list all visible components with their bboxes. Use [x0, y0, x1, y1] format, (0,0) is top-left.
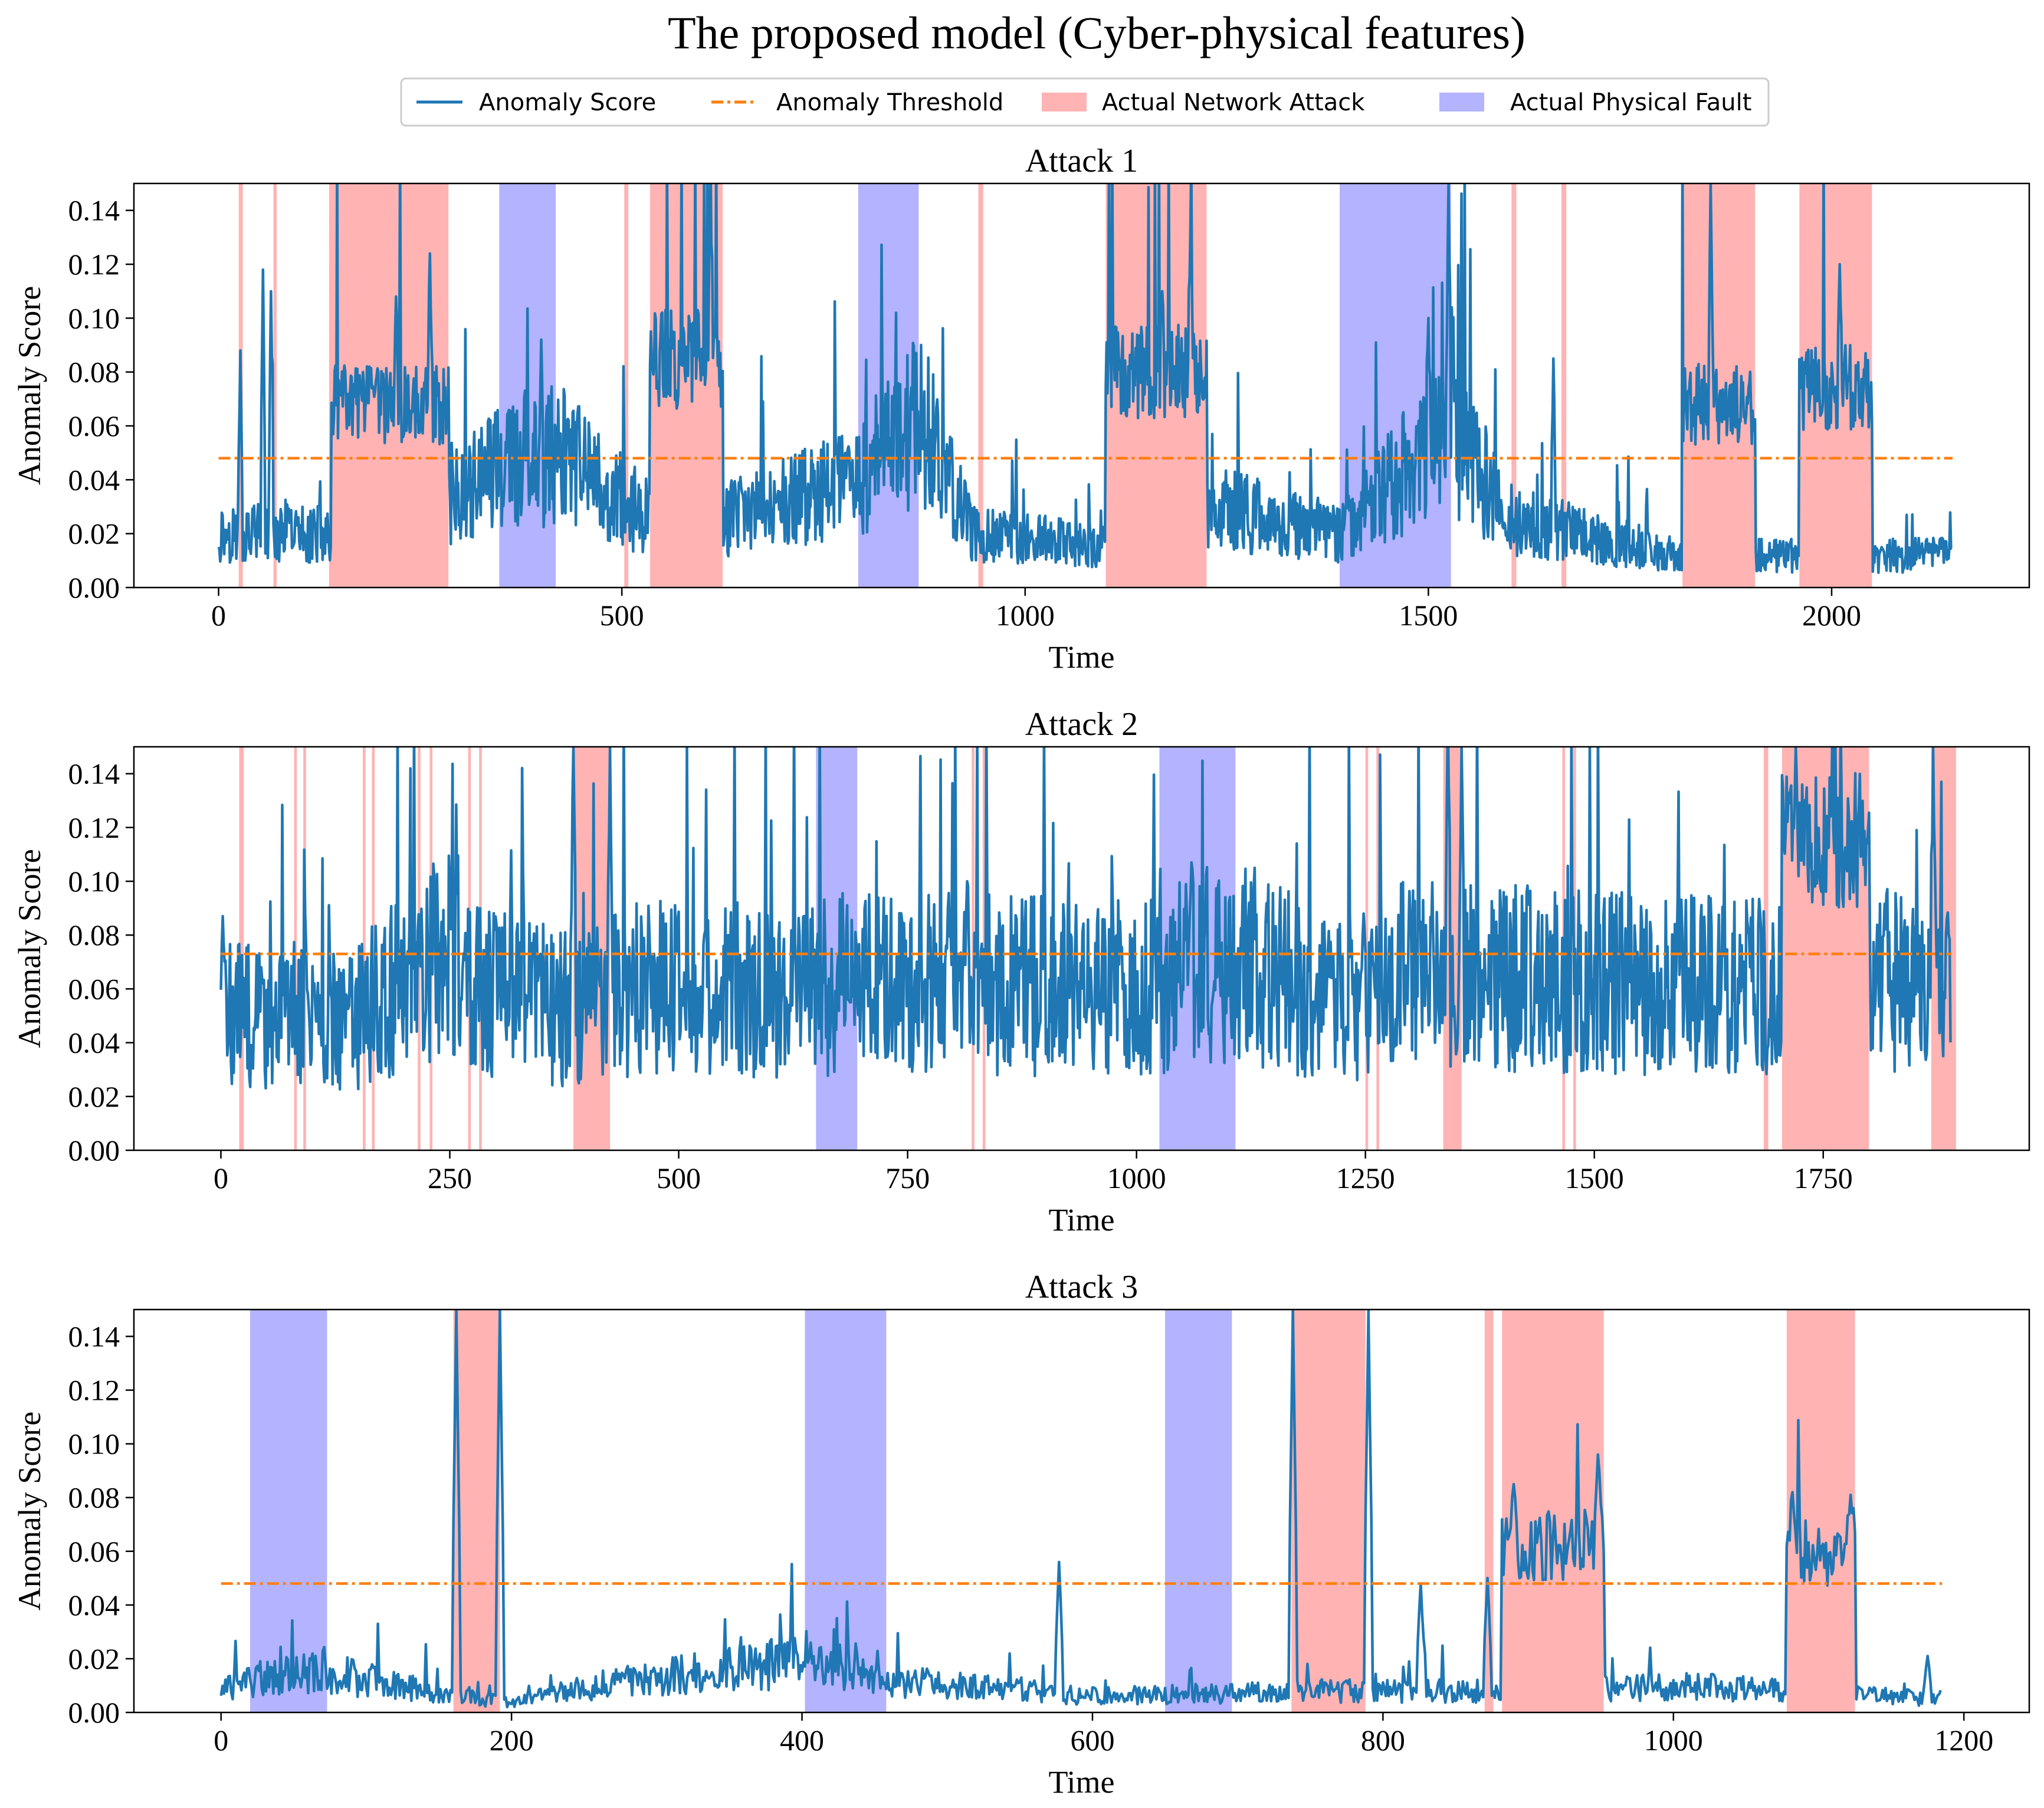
y-tick-label: 0.10 — [68, 865, 120, 898]
network-attack-span — [1561, 183, 1567, 588]
y-tick-label: 0.14 — [68, 1320, 120, 1353]
network-attack-span — [1502, 1310, 1604, 1712]
network-attack-span — [294, 747, 297, 1150]
x-tick-label: 800 — [1361, 1724, 1405, 1757]
x-tick-label: 2000 — [1802, 599, 1861, 632]
x-tick-label: 250 — [428, 1161, 472, 1195]
network-attack-span — [624, 183, 629, 588]
network-attack-span — [1365, 747, 1369, 1150]
legend-entry-anomaly-score: Anomaly Score — [416, 89, 656, 116]
network-attack-span — [1511, 183, 1517, 588]
plot-area — [219, 1310, 1943, 1712]
y-axis-label: Anomaly Score — [12, 849, 47, 1048]
y-tick-label: 0.00 — [68, 571, 120, 604]
network-attack-span — [1484, 1310, 1494, 1712]
y-tick-label: 0.02 — [68, 517, 120, 550]
legend-entry-anomaly-threshold: Anomaly Threshold — [711, 89, 1003, 116]
x-axis-label: Time — [1048, 1202, 1114, 1238]
y-tick-label: 0.00 — [68, 1134, 120, 1167]
legend-label-physical-fault: Actual Physical Fault — [1510, 89, 1751, 116]
attack-2-panel: 0 250 500 750 1000 1250 1500 1750 0.00 0.02 0.04 0.… — [12, 706, 2030, 1238]
x-tick-label: 750 — [885, 1161, 930, 1195]
x-tick-label: 400 — [780, 1724, 824, 1757]
x-axis-label: Time — [1048, 639, 1114, 675]
anomaly-score-line — [219, 1310, 1942, 1709]
attack-1-panel: 0 500 1000 1500 2000 0.00 0.02 0.04 0.06 0.08 0.10… — [12, 143, 2030, 675]
y-tick-label: 0.14 — [68, 757, 120, 790]
x-tick-label: 1250 — [1336, 1161, 1395, 1195]
network-attack-span — [239, 747, 244, 1150]
x-tick-label: 0 — [211, 599, 226, 632]
x-tick-label: 1750 — [1794, 1161, 1853, 1195]
plot-area — [217, 183, 1953, 588]
plot-area — [219, 747, 1956, 1150]
y-tick-label: 0.10 — [68, 1428, 120, 1461]
network-attack-span — [1291, 1310, 1366, 1712]
x-tick-label: 0 — [214, 1724, 228, 1757]
x-tick-label: 1000 — [1644, 1724, 1703, 1757]
y-tick-label: 0.06 — [68, 1535, 120, 1568]
network-attack-span — [363, 747, 366, 1150]
y-tick-label: 0.10 — [68, 301, 120, 334]
y-tick-label: 0.08 — [68, 1481, 120, 1514]
network-attack-span — [273, 183, 277, 588]
x-tick-label: 1000 — [1107, 1161, 1166, 1195]
x-tick-label: 1000 — [996, 599, 1055, 632]
y-tick-label: 0.02 — [68, 1080, 120, 1113]
x-tick-label: 1500 — [1565, 1161, 1624, 1195]
x-tick-label: 500 — [600, 599, 644, 632]
x-tick-label: 200 — [490, 1724, 534, 1757]
physical-fault-span — [1165, 1310, 1232, 1712]
axes-frame — [133, 182, 2030, 589]
x-tick-label: 600 — [1070, 1724, 1114, 1757]
network-attack-span — [1763, 747, 1769, 1150]
figure-title: The proposed model (Cyber-physical featu… — [668, 7, 1525, 58]
axes-frame — [133, 1308, 2030, 1714]
y-tick-label: 0.00 — [68, 1696, 120, 1729]
legend-entry-network-attack: Actual Network Attack — [1042, 89, 1365, 116]
y-tick-label: 0.12 — [68, 811, 120, 844]
y-tick-label: 0.14 — [68, 194, 120, 227]
axes-frame — [133, 746, 2030, 1151]
subplot-title: Attack 3 — [1025, 1269, 1138, 1305]
legend-label-network-attack: Actual Network Attack — [1102, 89, 1365, 116]
x-tick-label: 500 — [657, 1161, 701, 1195]
legend-entry-physical-fault: Actual Physical Fault — [1439, 89, 1751, 116]
y-tick-label: 0.02 — [68, 1642, 120, 1675]
anomaly-score-line — [217, 183, 1953, 575]
y-tick-label: 0.06 — [68, 409, 120, 442]
network-attack-span — [978, 183, 983, 588]
x-axis-label: Time — [1048, 1764, 1114, 1800]
anomaly-score-line — [219, 747, 1952, 1091]
physical-fault-span — [250, 1310, 327, 1712]
subplot-title: Attack 1 — [1025, 143, 1138, 179]
y-tick-label: 0.04 — [68, 1589, 120, 1622]
y-tick-label: 0.12 — [68, 248, 120, 281]
legend-label-anomaly-score: Anomaly Score — [479, 89, 656, 116]
x-tick-label: 1200 — [1934, 1724, 1993, 1757]
y-tick-label: 0.08 — [68, 356, 120, 389]
y-axis-label: Anomaly Score — [12, 1412, 47, 1610]
attack-3-panel: 0 200 400 600 800 1000 1200 0.00 0.02 0.04 0.06 0.0… — [12, 1269, 2030, 1800]
legend: Anomaly Score Anomaly Threshold Actual N… — [400, 77, 1770, 127]
y-tick-label: 0.08 — [68, 918, 120, 951]
x-tick-label: 1500 — [1399, 599, 1458, 632]
y-tick-label: 0.04 — [68, 1026, 120, 1059]
legend-label-anomaly-threshold: Anomaly Threshold — [776, 89, 1003, 116]
subplot-title: Attack 2 — [1025, 706, 1138, 743]
x-tick-label: 0 — [214, 1161, 228, 1195]
y-tick-label: 0.12 — [68, 1374, 120, 1407]
y-axis-label: Anomaly Score — [12, 286, 47, 485]
y-tick-label: 0.06 — [68, 972, 120, 1005]
y-tick-label: 0.04 — [68, 463, 120, 496]
